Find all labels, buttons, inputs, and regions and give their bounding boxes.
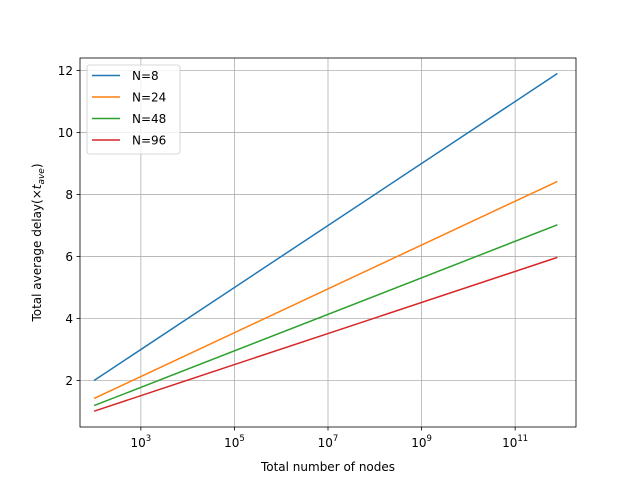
x-tick-base: 10 <box>224 436 239 450</box>
series-line-n-24 <box>93 180 558 400</box>
y-tick-label: 2 <box>65 374 73 388</box>
x-tick-base: 10 <box>318 436 333 450</box>
y-axis-label-var: t <box>30 183 44 189</box>
x-axis-label: Total number of nodes <box>260 460 395 474</box>
y-tick-label: 4 <box>65 312 73 326</box>
x-tick-label: 109 <box>411 434 432 450</box>
y-axis-label-main: Total average delay(× <box>30 189 44 322</box>
y-tick-label: 12 <box>58 64 73 78</box>
legend-label: N=96 <box>132 134 166 148</box>
x-tick-exponent: 5 <box>239 434 244 444</box>
y-axis-label: Total average delay(×tave) <box>30 163 47 322</box>
x-tick-label: 105 <box>224 434 245 450</box>
x-tick-base: 10 <box>411 436 426 450</box>
x-tick-label: 103 <box>131 434 152 450</box>
legend-label: N=8 <box>132 69 159 83</box>
y-tick-label: 10 <box>58 126 73 140</box>
y-tick-label: 8 <box>65 188 73 202</box>
x-tick-exponent: 3 <box>146 434 151 444</box>
x-tick-base: 10 <box>502 436 517 450</box>
legend: N=8 N=24 N=48 N=96 <box>86 64 181 155</box>
y-axis-label-sub: ave <box>37 168 47 185</box>
x-tick-exponent: 11 <box>517 434 528 444</box>
series-lines <box>93 72 558 412</box>
x-tick-base: 10 <box>131 436 146 450</box>
x-tick-label: 107 <box>318 434 339 450</box>
x-tick-label: 1011 <box>502 434 528 450</box>
series-line-n-8 <box>93 72 558 382</box>
series-line-n-96 <box>93 256 558 412</box>
x-tick-exponent: 7 <box>333 434 338 444</box>
x-tick-exponent: 9 <box>426 434 431 444</box>
y-axis-ticks: 2 4 6 8 10 12 <box>58 64 80 388</box>
legend-label: N=24 <box>132 91 166 105</box>
series-line-n-48 <box>93 224 558 407</box>
y-axis-label-end: ) <box>30 163 44 168</box>
legend-label: N=48 <box>132 112 166 126</box>
y-tick-label: 6 <box>65 250 73 264</box>
legend-box <box>86 64 181 155</box>
x-axis-ticks: 103 105 107 109 1011 <box>131 427 528 450</box>
